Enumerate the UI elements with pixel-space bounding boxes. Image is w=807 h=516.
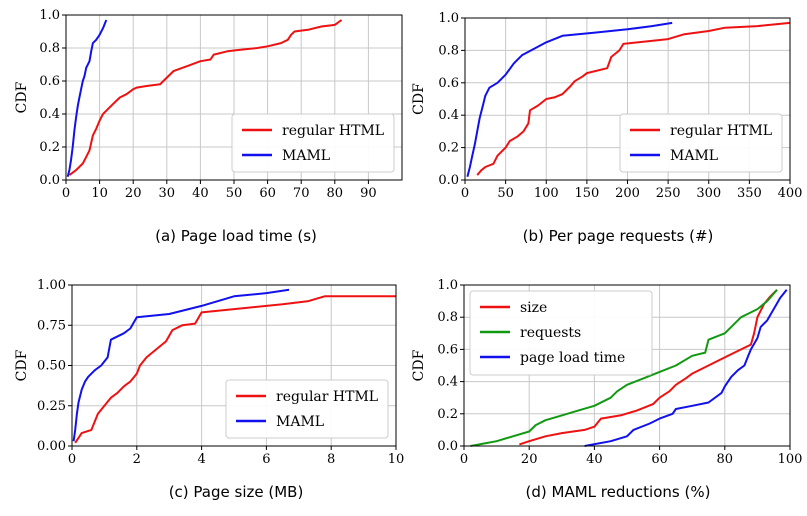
x-tick-label: 40: [586, 452, 603, 467]
legend-box: [619, 113, 783, 173]
legend: size requests page load time: [469, 290, 653, 376]
x-tick-label: 2: [133, 452, 141, 467]
y-tick-label: 1.0: [438, 11, 459, 26]
y-tick-label: 0.00: [37, 439, 66, 454]
x-tick-label: 350: [737, 186, 762, 201]
y-axis-label: CDF: [14, 349, 30, 381]
x-tick-label: 250: [656, 186, 681, 201]
series-line-regular-html: [74, 295, 396, 444]
y-tick-label: 0.4: [437, 375, 458, 390]
series-line-maml: [72, 288, 290, 442]
series-line-page-load-time: [584, 289, 788, 447]
series-line-requests: [470, 289, 778, 447]
legend-box: [231, 113, 395, 173]
legend-label: size: [520, 300, 547, 316]
legend-label: regular HTML: [276, 389, 378, 405]
plot-frame: [463, 284, 791, 447]
series-group: [470, 289, 788, 447]
y-tick-label: 0.75: [37, 318, 66, 333]
x-tick-label: 4: [197, 452, 205, 467]
x-tick-label: 50: [497, 186, 514, 201]
panel-b: 0 50 100 150 200 250 300 350 400 0.0 0.2 0.4 0.6 0.8 1…: [411, 11, 802, 245]
x-tick-label: 8: [327, 452, 335, 467]
series-line-maml: [466, 21, 673, 178]
y-tick-label: 0.50: [37, 359, 66, 374]
subfigure-caption: (b) Per page requests (#): [523, 227, 714, 245]
y-tick-label: 0.0: [437, 439, 458, 454]
x-tick-label: 0: [68, 452, 76, 467]
y-axis-label: CDF: [14, 81, 30, 113]
subfigure-caption: (a) Page load time (s): [155, 227, 317, 245]
y-tick-label: 0.8: [39, 41, 60, 56]
series-group: [466, 21, 791, 178]
y-tick-label: 0.2: [39, 140, 60, 155]
y-tick-label: 0.6: [39, 74, 60, 89]
series-group: [66, 19, 343, 177]
panel-c: 0 2 4 6 8 10 0.00 0.25 0.50 0.75 1.00 CDF regular HT…: [14, 278, 404, 501]
x-tick-label: 90: [360, 186, 377, 201]
x-tick-label: 10: [91, 186, 108, 201]
legend: regular HTML MAML: [231, 113, 395, 173]
y-tick-label: 0.8: [437, 310, 458, 325]
legend-label: requests: [520, 325, 581, 341]
x-tick-label: 6: [262, 452, 270, 467]
x-tick-label: 50: [226, 186, 243, 201]
x-tick-label: 200: [615, 186, 640, 201]
legend-label: page load time: [520, 350, 625, 366]
x-tick-label: 80: [717, 452, 734, 467]
x-tick-label: 100: [534, 186, 559, 201]
subfigure-caption: (d) MAML reductions (%): [526, 483, 711, 501]
x-tick-label: 0: [461, 186, 469, 201]
y-tick-label: 0.2: [438, 141, 459, 156]
y-tick-label: 0.6: [437, 342, 458, 357]
subfigure-caption: (c) Page size (MB): [169, 483, 304, 501]
series-line-maml: [66, 19, 108, 177]
x-tick-label: 60: [259, 186, 276, 201]
x-tick-label: 20: [521, 452, 538, 467]
x-tick-label: 80: [327, 186, 344, 201]
series-line-regular-html: [476, 21, 791, 176]
legend-label: regular HTML: [670, 123, 772, 139]
legend-box: [469, 290, 653, 376]
x-tick-label: 30: [159, 186, 176, 201]
y-axis-label: CDF: [411, 349, 427, 381]
x-tick-label: 300: [696, 186, 721, 201]
x-tick-label: 40: [192, 186, 209, 201]
x-tick-label: 60: [651, 452, 668, 467]
series-group: [72, 288, 396, 444]
y-axis-label: CDF: [411, 83, 427, 115]
legend: regular HTML MAML: [619, 113, 783, 173]
legend-label: MAML: [276, 414, 324, 430]
y-tick-label: 0.0: [39, 173, 60, 188]
x-tick-label: 70: [293, 186, 310, 201]
y-tick-label: 0.4: [438, 108, 459, 123]
legend-label: MAML: [670, 148, 718, 164]
x-tick-label: 100: [778, 452, 803, 467]
y-tick-label: 0.6: [438, 76, 459, 91]
y-tick-label: 1.00: [37, 278, 66, 293]
y-tick-label: 0.8: [438, 43, 459, 58]
y-tick-label: 1.0: [437, 278, 458, 293]
series-line-size: [519, 289, 778, 446]
x-tick-label: 0: [460, 452, 468, 467]
x-tick-label: 0: [62, 186, 70, 201]
y-tick-label: 0.25: [37, 399, 66, 414]
x-tick-label: 150: [574, 186, 599, 201]
y-tick-label: 0.4: [39, 107, 60, 122]
legend: regular HTML MAML: [225, 379, 389, 439]
legend-box: [225, 379, 389, 439]
legend-label: regular HTML: [282, 123, 384, 139]
legend-label: MAML: [282, 148, 330, 164]
y-tick-label: 0.2: [437, 407, 458, 422]
y-tick-label: 1.0: [39, 8, 60, 23]
x-tick-label: 20: [125, 186, 142, 201]
panel-d: 0 20 40 60 80 100 0.0 0.2 0.4 0.6 0.8 1.0 CDF size req…: [411, 278, 802, 501]
x-tick-label: 400: [778, 186, 803, 201]
panel-a: 0 10 20 30 40 50 60 70 80 90 0.0 0.2 0.4 0.6 0.8 1.0 CDF…: [14, 8, 403, 245]
series-line-regular-html: [68, 19, 343, 176]
y-tick-label: 0.0: [438, 173, 459, 188]
x-tick-label: 10: [388, 452, 405, 467]
